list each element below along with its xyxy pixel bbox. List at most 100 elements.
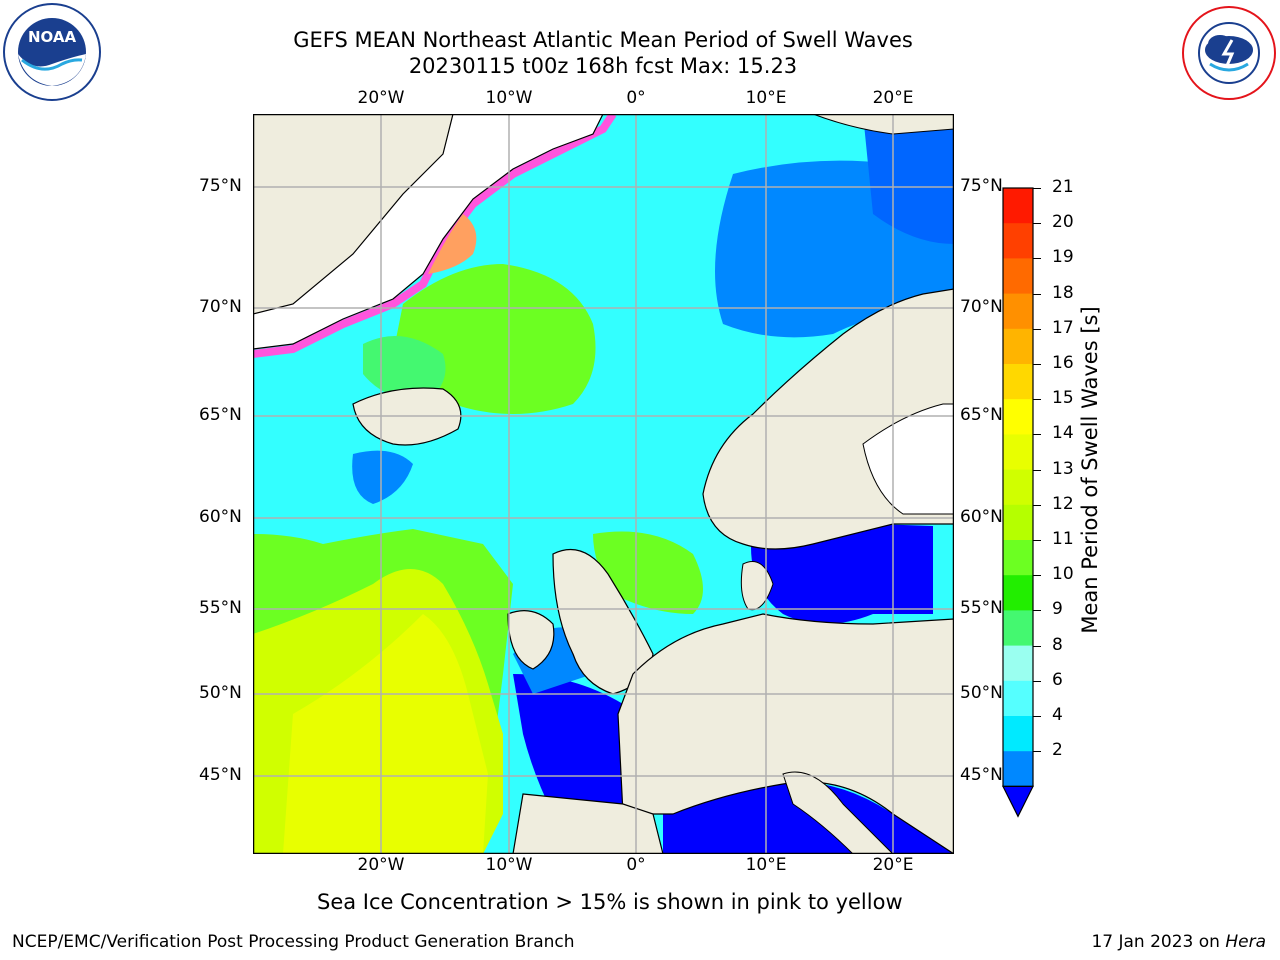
colorbar-extend-arrow	[1002, 785, 1034, 818]
swell-zone-iceland-s	[352, 450, 413, 504]
chart-subtitle: 20230115 t00z 168h fcst Max: 15.23	[408, 54, 798, 78]
colorbar-tick-mark	[1033, 610, 1041, 612]
map-panel	[252, 113, 955, 855]
colorbar-tick-mark	[1033, 716, 1041, 717]
chart-title: GEFS MEAN Northeast Atlantic Mean Period…	[293, 28, 913, 52]
colorbar-band	[1003, 188, 1033, 224]
colorbar-tick-label: 9	[1052, 599, 1063, 620]
map-gridlines	[253, 114, 954, 854]
lon-label-top: 10°E	[745, 88, 787, 108]
lat-label-left: 70°N	[199, 297, 242, 317]
colorbar-tick-mark	[1033, 680, 1041, 682]
colorbar-tick-label: 17	[1052, 317, 1074, 338]
lat-label-right: 75°N	[960, 176, 1003, 196]
lat-label-right: 60°N	[960, 507, 1003, 527]
lon-label-top: 10°W	[485, 88, 533, 108]
map-canvas	[252, 113, 955, 855]
colorbar-band	[1003, 258, 1033, 295]
colorbar-tick-label: 6	[1052, 669, 1063, 690]
lat-label-right: 70°N	[960, 297, 1003, 317]
colorbar-band	[1003, 364, 1033, 400]
footer-date: 17 Jan 2023 on Hera	[1091, 932, 1266, 952]
lat-label-left: 65°N	[199, 405, 242, 425]
colorbar-tick-label: 15	[1052, 388, 1074, 409]
swell-zone-barents-blue	[863, 114, 954, 244]
lat-label-right: 45°N	[960, 765, 1003, 785]
lat-label-left: 50°N	[199, 683, 242, 703]
colorbar-tick-label: 11	[1052, 529, 1074, 549]
colorbar-band	[1003, 540, 1033, 576]
lon-label-bottom: 10°W	[485, 855, 533, 875]
colorbar-band	[1003, 434, 1033, 471]
colorbar-tick-mark	[1033, 399, 1041, 401]
lon-label-top: 20°W	[357, 88, 405, 108]
colorbar-tick-mark	[1033, 293, 1041, 295]
colorbar-tick-label: 4	[1052, 705, 1063, 725]
colorbar-band	[1003, 575, 1033, 611]
footer-date-text: 17 Jan 2023 on	[1091, 932, 1226, 952]
lat-label-left: 60°N	[199, 507, 242, 527]
colorbar-band	[1003, 469, 1033, 506]
colorbar-svg	[1002, 187, 1034, 818]
colorbar-band	[1003, 716, 1033, 752]
colorbar-tick-mark	[1033, 434, 1041, 436]
sea-ice-edge	[253, 114, 617, 358]
swell-zone-yellow-core	[283, 614, 488, 854]
swell-zone-baltic	[751, 524, 933, 624]
gulf-of-bothnia	[862, 403, 954, 515]
map-caption: Sea Ice Concentration > 15% is shown in …	[317, 890, 903, 914]
land-ireland	[507, 610, 555, 670]
colorbar-tick-mark	[1033, 504, 1041, 506]
lon-label-bottom: 0°	[626, 855, 646, 875]
colorbar-tick-mark	[1033, 258, 1041, 260]
lon-label-bottom: 10°E	[745, 855, 787, 875]
swell-zone-north-green2	[363, 336, 446, 404]
colorbar-band	[1003, 328, 1033, 365]
colorbar-tick-label: 12	[1052, 493, 1074, 514]
nws-logo	[1180, 4, 1278, 102]
colorbar-frame	[1002, 187, 1034, 788]
lat-label-left: 45°N	[199, 765, 242, 785]
colorbar-tick-label: 20	[1052, 212, 1074, 233]
colorbar-tick-label: 8	[1052, 634, 1063, 655]
lon-label-bottom: 20°E	[872, 855, 914, 875]
lon-label-top: 20°E	[872, 88, 914, 108]
colorbar-tick-label: 2	[1052, 740, 1063, 761]
colorbar	[1002, 187, 1034, 818]
colorbar-band	[1003, 645, 1033, 682]
colorbar-band	[1003, 751, 1033, 787]
colorbar-tick-label: 19	[1052, 247, 1074, 268]
noaa-logo: NOAA	[2, 2, 102, 102]
sea-ice-orange	[428, 214, 477, 274]
map-frame	[252, 113, 955, 855]
land-italy	[782, 771, 894, 854]
colorbar-band	[1003, 610, 1033, 647]
colorbar-tick-mark	[1033, 188, 1041, 189]
colorbar-tick-label: 14	[1052, 423, 1074, 444]
colorbar-tick-mark	[1033, 223, 1041, 225]
colorbar-tick-label: 10	[1052, 564, 1074, 585]
swell-zone-biscay	[513, 674, 628, 814]
lat-label-left: 75°N	[199, 176, 242, 196]
colorbar-tick-label: 13	[1052, 458, 1074, 479]
land-svalbard	[812, 114, 954, 135]
land-iberia	[512, 793, 664, 854]
colorbar-band	[1003, 293, 1033, 330]
swell-zone-med	[663, 782, 954, 854]
lat-label-left: 55°N	[199, 598, 242, 618]
colorbar-tick-mark	[1033, 540, 1041, 541]
colorbar-tick-mark	[1033, 751, 1041, 753]
footer-credit: NCEP/EMC/Verification Post Processing Pr…	[12, 932, 575, 952]
colorbar-tick-mark	[1033, 469, 1041, 471]
footer-machine: Hera	[1225, 932, 1266, 952]
lat-label-right: 55°N	[960, 598, 1003, 618]
colorbar-tick-label: 18	[1052, 282, 1074, 303]
colorbar-label-text: Mean Period of Swell Waves [s]	[1078, 306, 1102, 634]
lat-label-right: 50°N	[960, 683, 1003, 703]
colorbar-tick-mark	[1033, 364, 1041, 365]
land-denmark	[740, 561, 774, 611]
colorbar-tick-mark	[1033, 575, 1041, 577]
lon-label-top: 0°	[626, 88, 646, 108]
colorbar-band	[1003, 223, 1033, 259]
colorbar-band	[1003, 680, 1033, 717]
